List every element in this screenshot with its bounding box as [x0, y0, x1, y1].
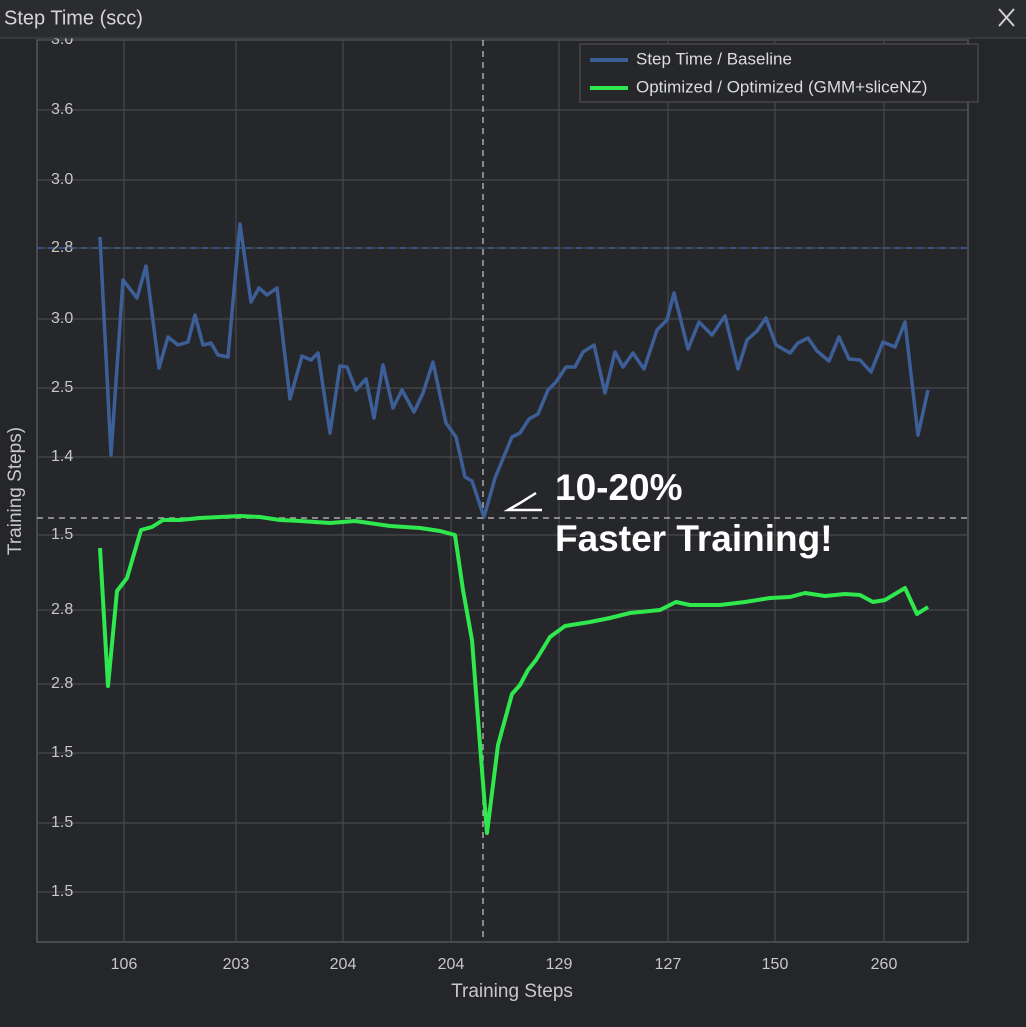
y-tick-label: 3.0	[51, 310, 73, 327]
title-bar	[0, 0, 1026, 38]
x-tick-label: 106	[111, 956, 138, 973]
y-tick-label: 2.8	[51, 675, 73, 692]
plot-area	[36, 39, 969, 943]
legend-label: Optimized / Optimized (GMM+sliceNZ)	[636, 77, 927, 96]
x-tick-label: 260	[871, 956, 898, 973]
y-tick-label: 2.5	[51, 379, 73, 396]
annotation: Faster Training!	[555, 518, 833, 559]
legend-box	[579, 43, 979, 103]
x-tick-label: 204	[438, 956, 465, 973]
close-icon[interactable]	[998, 8, 1015, 27]
x-axis-label: Training Steps	[451, 981, 573, 1002]
y-tick-label: 3.0	[51, 171, 73, 188]
y-axis-label: Training Steps)	[5, 427, 26, 555]
x-tick-label: 150	[762, 956, 789, 973]
x-tick-label: 204	[330, 956, 357, 973]
plot-layer: 1.51.51.52.82.81.51.42.53.02.83.03.63.01…	[37, 31, 968, 973]
x-tick-label: 129	[546, 956, 573, 973]
annotation: 10-20%	[555, 467, 683, 508]
series-line	[98, 514, 930, 835]
window-title: Step Time (scc)	[4, 7, 143, 29]
close-button[interactable]	[998, 8, 1015, 27]
series-line	[98, 222, 930, 519]
y-tick-label: 1.5	[51, 814, 73, 831]
y-tick-label: 1.4	[51, 448, 73, 465]
y-tick-label: 1.5	[51, 883, 73, 900]
y-tick-label: 2.8	[51, 601, 73, 618]
y-tick-label: 1.5	[51, 744, 73, 761]
x-tick-label: 127	[655, 956, 682, 973]
x-tick-label: 203	[223, 956, 250, 973]
y-tick-label: 3.6	[51, 101, 73, 118]
legend-label: Step Time / Baseline	[636, 49, 792, 68]
annotation-arrow	[503, 491, 542, 512]
y-tick-label: 1.5	[51, 526, 73, 543]
